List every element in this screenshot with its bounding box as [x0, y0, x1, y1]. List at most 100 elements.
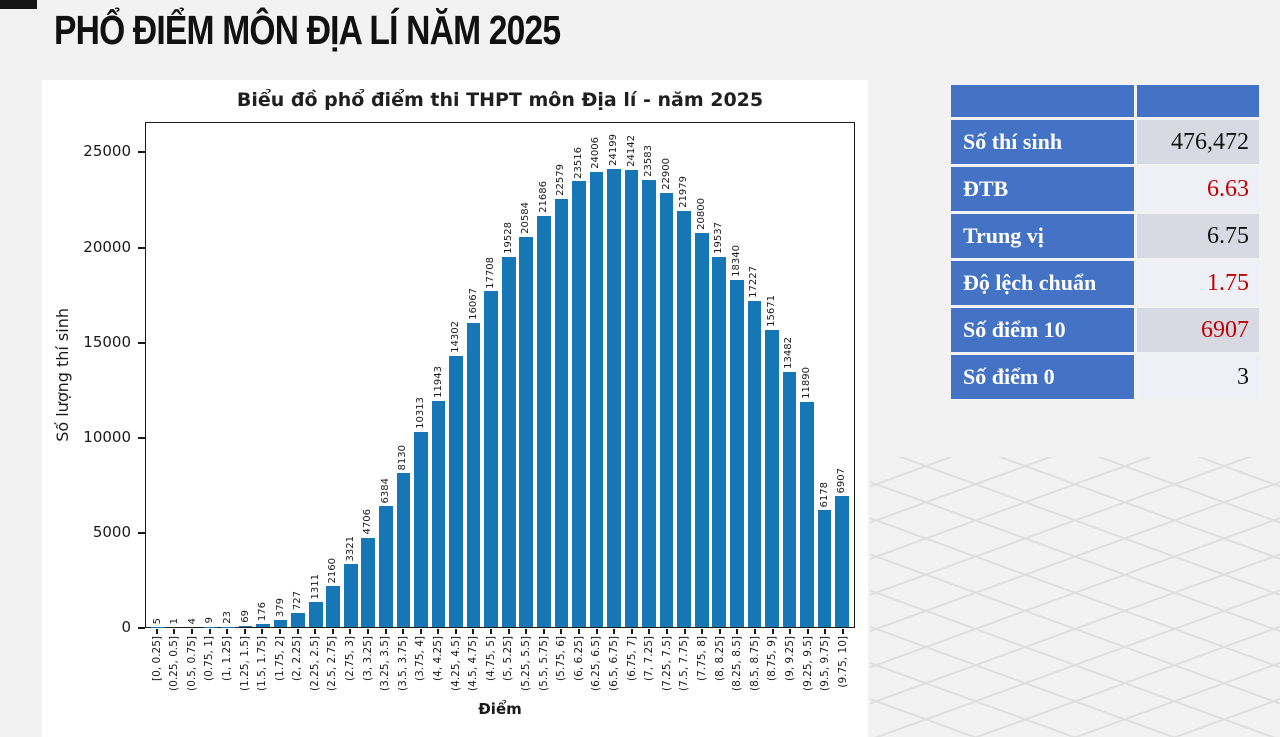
x-tick: (7.5, 7.75]: [676, 629, 694, 691]
x-tick-label: (6.75, 7]: [625, 636, 638, 681]
bar-slot-(1.25, 1.5]: 69: [237, 123, 255, 627]
bar-value-label: 24006: [590, 137, 602, 170]
x-tick-label: (5.5, 5.75]: [537, 636, 550, 691]
stats-table: Số thí sinh 476,472 ĐTB 6.63 Trung vị 6.75 Độ …: [948, 82, 1262, 402]
stats-value: 6.63: [1136, 167, 1259, 211]
x-tick-label: (5, 5.25]: [502, 636, 515, 681]
bar-slot-(6, 6.25]: 23516: [570, 123, 588, 627]
bar: [536, 216, 551, 627]
bar: [677, 210, 691, 627]
bar: [747, 300, 762, 627]
x-tick-label: (4.5, 4.75]: [467, 636, 480, 691]
bar-slot-(5.75, 6]: 22579: [553, 123, 571, 627]
chart-title: Biểu đồ phổ điểm thi THPT môn Địa lí - n…: [236, 89, 764, 111]
x-tick-mark: [349, 629, 352, 634]
x-tick: (0.5, 0.75]: [183, 629, 201, 691]
x-tick: (3, 3.25]: [359, 629, 377, 691]
x-tick: (7, 7.25]: [641, 629, 659, 691]
stats-row: Trung vị 6.75: [951, 214, 1259, 258]
x-tick: (9.25, 9.5]: [799, 629, 817, 691]
bar-slot-(2.25, 2.5]: 1311: [307, 123, 325, 627]
x-tick: (6, 6.25]: [570, 629, 588, 691]
bar-value-label: 4: [186, 617, 198, 624]
x-tick-mark: [736, 629, 739, 634]
x-tick: (8.25, 8.5]: [729, 629, 747, 691]
x-tick-label: (4.75, 5]: [484, 636, 497, 681]
bar-slot-(5, 5.25]: 19528: [500, 123, 518, 627]
stats-row: Số điểm 10 6907: [951, 308, 1259, 352]
x-tick-mark: [507, 629, 510, 634]
bar: [712, 256, 727, 627]
x-tick-mark: [437, 629, 440, 634]
x-tick-mark: [331, 629, 334, 634]
x-tick-mark: [155, 629, 158, 634]
bar-slot-(7.5, 7.75]: 21979: [675, 123, 693, 627]
x-tick: (5, 5.25]: [500, 629, 518, 691]
x-tick: (2.25, 2.5]: [306, 629, 324, 691]
bar-value-label: 176: [257, 601, 269, 621]
bar: [484, 291, 498, 627]
x-tick-label: (3.25, 3.5]: [379, 636, 392, 691]
bar: [256, 623, 270, 627]
bar-slot-(2.5, 2.75]: 2160: [324, 123, 342, 627]
x-tick-mark: [789, 629, 792, 634]
bar-value-label: 6907: [836, 467, 848, 494]
bar-value-label: 17708: [485, 256, 497, 289]
x-tick-mark: [648, 629, 651, 634]
bar-slot-(8.75, 9]: 15671: [763, 123, 781, 627]
stats-label: Số điểm 0: [951, 355, 1134, 399]
x-tick: (2.5, 2.75]: [324, 629, 342, 691]
bar-slot-(4.25, 4.5]: 14302: [447, 123, 465, 627]
bar-slot-(3.25, 3.5]: 6384: [377, 123, 395, 627]
bar-slot-(1, 1.25]: 23: [219, 123, 237, 627]
x-tick-mark: [402, 629, 405, 634]
y-tick-label: 25000: [83, 142, 131, 161]
stats-row: ĐTB 6.63: [951, 167, 1259, 211]
x-tick: (9.75, 10]: [834, 629, 852, 691]
x-tick: (6.25, 6.5]: [588, 629, 606, 691]
stats-value: 6.75: [1136, 214, 1259, 258]
x-tick: (3.5, 3.75]: [394, 629, 412, 691]
x-tick-label: (2, 2.25]: [291, 636, 304, 681]
x-tick: (6.75, 7]: [623, 629, 641, 691]
bar-value-label: 24142: [625, 134, 637, 167]
bar-slot-(4, 4.25]: 11943: [430, 123, 448, 627]
bar: [624, 169, 639, 627]
bar-value-label: 6178: [818, 481, 830, 507]
bar-slot-[0, 0.25]: 5: [149, 123, 167, 627]
bar-value-label: 11890: [801, 366, 812, 399]
bar: [607, 168, 621, 627]
x-tick-mark: [578, 629, 581, 634]
bar-slot-(0.75, 1]: 9: [202, 123, 220, 627]
x-tick-label: (3.75, 4]: [414, 636, 427, 681]
bar: [642, 180, 656, 627]
x-tick-mark: [771, 629, 774, 634]
x-tick-label: (4.25, 4.5]: [449, 636, 462, 691]
x-tick: (8, 8.25]: [711, 629, 729, 691]
x-tick: (8.5, 8.75]: [746, 629, 764, 691]
x-tick: (5.5, 5.75]: [535, 629, 553, 691]
x-tick: (5.25, 5.5]: [517, 629, 535, 691]
x-tick: (3.75, 4]: [412, 629, 430, 691]
bar-value-label: 24199: [607, 133, 619, 166]
x-tick: (7.75, 8]: [693, 629, 711, 691]
bar: [572, 181, 586, 627]
chart-figure: Biểu đồ phổ điểm thi THPT môn Địa lí - n…: [42, 80, 868, 737]
stats-value: 476,472: [1136, 120, 1259, 164]
bar-slot-(2.75, 3]: 3321: [342, 123, 360, 627]
bar: [554, 199, 569, 627]
y-tick-label: 15000: [83, 332, 131, 351]
bar-value-label: 379: [274, 597, 286, 617]
x-tick-mark: [490, 629, 493, 634]
x-tick-mark: [525, 629, 528, 634]
bar-slot-(3.75, 4]: 10313: [412, 123, 430, 627]
x-tick-mark: [261, 629, 264, 634]
y-tick-mark: [138, 627, 145, 629]
x-tick-mark: [753, 629, 756, 634]
x-tick-label: [0, 0.25]: [150, 636, 163, 681]
bar-slot-(9, 9.25]: 13482: [781, 123, 799, 627]
x-tick-label: (0.5, 0.75]: [185, 636, 198, 691]
x-tick-mark: [560, 629, 563, 634]
page-title: PHỔ ĐIỂM MÔN ĐỊA LÍ NĂM 2025: [54, 7, 561, 53]
bar-slot-(4.5, 4.75]: 16067: [465, 123, 483, 627]
